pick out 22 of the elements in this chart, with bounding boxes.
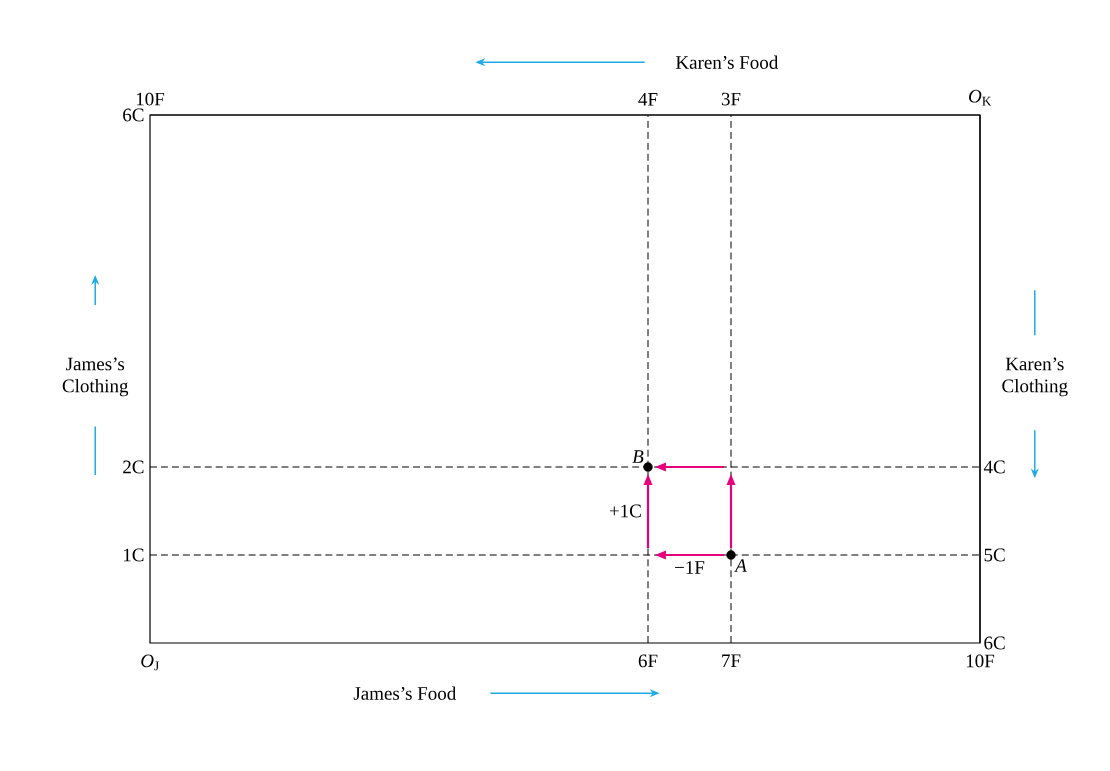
- annotation: −1F: [675, 561, 705, 574]
- x2-tick-label: O$_{K}$: [969, 89, 992, 106]
- data-label: A: [734, 559, 747, 572]
- x2-axis-title: Karen’s Food: [675, 55, 779, 69]
- x-tick-label: 6F: [638, 654, 658, 668]
- x-tick-label: O$_{J}$: [141, 654, 159, 671]
- data-label: B: [632, 450, 644, 463]
- x2-tick-label: 3F: [721, 92, 741, 106]
- y-tick-label: 1C: [123, 548, 144, 562]
- y2-tick-label: 6C: [984, 636, 1005, 650]
- y-tick-label: 2C: [123, 460, 144, 474]
- x-axis-title: James’s Food: [353, 686, 457, 700]
- y-axis-title: James’s Clothing: [62, 357, 129, 397]
- x-tick-label: 10F: [966, 654, 995, 668]
- x-tick-label: 7F: [722, 654, 741, 667]
- y-tick-label: 6C: [123, 108, 144, 122]
- y2-tick-label: 4C: [983, 460, 1005, 474]
- y2-axis-title: Karen’s Clothing: [1002, 357, 1068, 397]
- annotation: +1C: [609, 504, 641, 518]
- x2-tick-label: 10F: [136, 92, 165, 106]
- x2-tick-label: 4F: [638, 93, 658, 106]
- y2-tick-label: 5C: [984, 548, 1005, 562]
